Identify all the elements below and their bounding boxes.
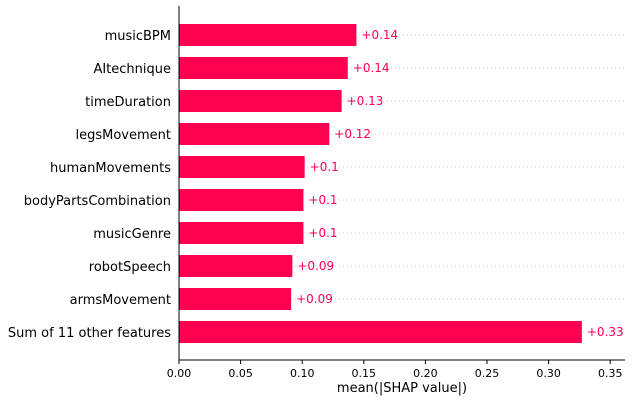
x-tick-label-5: 0.25: [475, 367, 500, 380]
category-label-4: humanMovements: [50, 161, 171, 176]
bar-1: [179, 57, 348, 79]
category-label-9: Sum of 11 other features: [8, 326, 171, 341]
bar-3: [179, 123, 330, 145]
category-labels: musicBPM AItechnique timeDuration legsMovem…: [8, 29, 171, 341]
value-label-5: +0.1: [308, 193, 337, 207]
x-tick-label-6: 0.30: [536, 367, 561, 380]
value-label-0: +0.14: [361, 28, 398, 42]
x-axis-title: mean(|SHAP value|): [337, 381, 467, 396]
category-label-5: bodyPartsCombination: [24, 194, 171, 209]
bar-4: [179, 156, 305, 178]
x-tick-label-1: 0.05: [228, 367, 253, 380]
row-gridlines: [179, 34, 625, 333]
category-label-7: robotSpeech: [89, 260, 171, 275]
category-label-0: musicBPM: [105, 29, 171, 44]
value-label-4: +0.1: [310, 160, 339, 174]
value-label-2: +0.13: [347, 94, 384, 108]
bar-8: [179, 288, 292, 310]
bar-6: [179, 222, 304, 244]
x-tick-label-0: 0.00: [167, 367, 192, 380]
category-label-1: AItechnique: [93, 62, 171, 77]
value-labels: +0.14 +0.14 +0.13 +0.12 +0.1 +0.1 +0.1 +0.09 +0.…: [296, 28, 624, 339]
x-tick-label-3: 0.15: [352, 367, 377, 380]
bar-0: [179, 24, 357, 46]
bar-5: [179, 189, 304, 211]
bar-2: [179, 90, 342, 112]
category-label-6: musicGenre: [93, 227, 171, 242]
bars: [179, 24, 582, 343]
value-label-1: +0.14: [353, 61, 390, 75]
x-axis-ticks: 0.00 0.05 0.10 0.15 0.20 0.25 0.30 0.35: [167, 360, 623, 380]
value-label-7: +0.09: [297, 259, 334, 273]
category-label-2: timeDuration: [85, 95, 171, 110]
value-label-8: +0.09: [296, 292, 333, 306]
bar-7: [179, 255, 293, 277]
value-label-9: +0.33: [587, 325, 624, 339]
category-label-3: legsMovement: [76, 128, 172, 143]
value-label-3: +0.12: [334, 127, 371, 141]
bar-9: [179, 321, 582, 343]
x-tick-label-7: 0.35: [598, 367, 623, 380]
x-tick-label-4: 0.20: [413, 367, 438, 380]
category-label-8: armsMovement: [70, 293, 171, 308]
x-tick-label-2: 0.10: [290, 367, 315, 380]
value-label-6: +0.1: [308, 226, 337, 240]
